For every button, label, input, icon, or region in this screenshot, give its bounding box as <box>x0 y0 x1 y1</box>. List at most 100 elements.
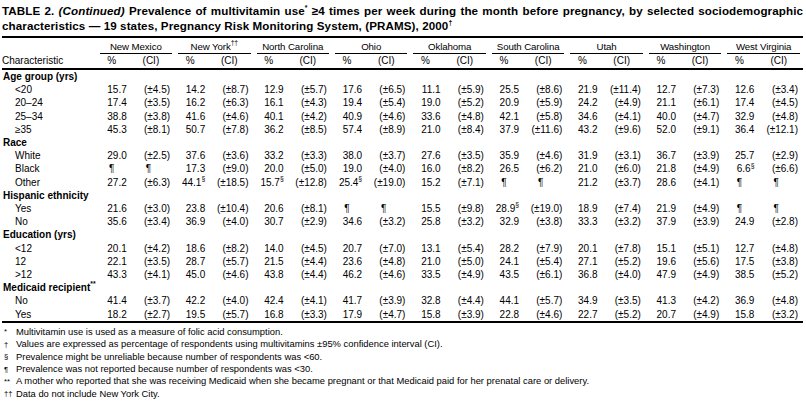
section-header-row: Hispanic ethnicity <box>2 189 803 202</box>
value-percent: 21.8 <box>646 162 676 175</box>
table-row: Other27.2(±6.3)44.1§(±18.5)15.7§(±12.8)2… <box>2 176 803 189</box>
value-percent: 18.2 <box>97 308 127 322</box>
footnote: †Values are expressed as percentage of r… <box>2 338 803 350</box>
value-ci: (±8.7) <box>205 83 253 96</box>
value-percent: 17.9 <box>332 308 362 322</box>
value-percent: 43.8 <box>254 268 284 281</box>
value-ci: (±2.5) <box>127 149 175 162</box>
value-percent: 45.0 <box>175 268 205 281</box>
value-ci: ¶ <box>362 202 410 215</box>
ci-column-header: (CI) <box>676 54 724 69</box>
value-percent: 15.8 <box>724 308 754 322</box>
value-ci: (±12.1) <box>754 123 803 136</box>
table-title: TABLE 2. (Continued) Prevalence of multi… <box>2 3 803 38</box>
value-ci: (±4.5) <box>284 242 332 255</box>
value-percent: 57.4 <box>332 123 362 136</box>
value-percent: 36.2 <box>254 123 284 136</box>
row-label: >12 <box>2 268 97 281</box>
value-ci: (±4.1) <box>598 110 646 123</box>
ci-column-header: (CI) <box>598 54 646 69</box>
value-ci: (±5.9) <box>519 96 567 109</box>
state-header-row: New MexicoNew York††North CarolinaOhioOk… <box>2 38 803 54</box>
row-label: Black <box>2 162 97 175</box>
value-percent: 46.2 <box>332 268 362 281</box>
section-header: Hispanic ethnicity <box>2 189 803 202</box>
column-group-north-carolina: North Carolina <box>254 38 332 54</box>
footnote: **A mother who reported that she was rec… <box>2 375 803 387</box>
value-percent: 38.0 <box>332 149 362 162</box>
value-ci: (±3.8) <box>127 110 175 123</box>
row-label: ≥35 <box>2 123 97 136</box>
value-percent: ¶ <box>97 162 127 175</box>
value-ci: (±4.9) <box>676 308 724 322</box>
percent-column-header: % <box>97 54 127 69</box>
column-group-washington: Washington <box>646 38 724 54</box>
value-percent: 17.4 <box>724 96 754 109</box>
value-percent: 23.6 <box>332 255 362 268</box>
value-ci: (±4.9) <box>676 162 724 175</box>
value-percent: 34.6 <box>567 110 597 123</box>
section-header-row: Age group (yrs) <box>2 69 803 83</box>
row-label: No <box>2 215 97 228</box>
footnote-marker: ¶ <box>2 364 16 376</box>
value-ci: (±3.6) <box>205 149 253 162</box>
row-label: Other <box>2 176 97 189</box>
row-label: White <box>2 149 97 162</box>
table-row: 1222.1(±3.5)28.7(±5.7)21.5(±4.4)23.6(±4.… <box>2 255 803 268</box>
value-ci: (±7.8) <box>598 242 646 255</box>
value-ci: (±8.2) <box>205 242 253 255</box>
value-percent: 20.1 <box>567 242 597 255</box>
value-percent: 42.1 <box>489 110 519 123</box>
footnote: §Prevalence might be unreliable because … <box>2 351 803 363</box>
value-percent: 22.7 <box>567 308 597 322</box>
value-ci: (±4.2) <box>127 242 175 255</box>
column-group-label: New York†† <box>178 41 250 54</box>
column-group-oklahoma: Oklahoma <box>410 38 488 54</box>
section-header: Medicaid recipient** <box>2 281 803 294</box>
value-ci: (±5.2) <box>598 255 646 268</box>
value-ci: (±7.4) <box>598 202 646 215</box>
value-ci: (±8.9) <box>362 123 410 136</box>
footnote-text: Data do not include New York City. <box>16 388 803 400</box>
value-ci: (±3.5) <box>127 255 175 268</box>
value-percent: 42.4 <box>254 294 284 307</box>
value-ci: (±5.4) <box>441 242 489 255</box>
footnote-marker: * <box>2 326 16 338</box>
value-ci: (±3.7) <box>127 294 175 307</box>
row-label: 12 <box>2 255 97 268</box>
percent-column-header: % <box>567 54 597 69</box>
row-label: <20 <box>2 83 97 96</box>
value-percent: 25.4§ <box>332 176 362 189</box>
value-ci: (±6.0) <box>598 162 646 175</box>
value-percent: 37.9 <box>489 123 519 136</box>
column-group-label: Utah <box>570 41 642 54</box>
value-percent: 29.0 <box>97 149 127 162</box>
value-percent: 26.5 <box>489 162 519 175</box>
value-percent: 33.5 <box>410 268 440 281</box>
value-percent: 24.1 <box>489 255 519 268</box>
value-percent: 16.1 <box>254 96 284 109</box>
table-row: 25–3438.8(±3.8)41.6(±4.6)40.1(±4.2)40.9(… <box>2 110 803 123</box>
column-group-label: North Carolina <box>257 41 329 54</box>
value-percent: 31.9 <box>567 149 597 162</box>
value-ci: (±4.5) <box>127 83 175 96</box>
row-label: 20–24 <box>2 96 97 109</box>
value-percent: 21.0 <box>410 123 440 136</box>
value-ci: (±8.5) <box>284 123 332 136</box>
value-ci: (±6.3) <box>205 96 253 109</box>
value-percent: 21.6 <box>97 202 127 215</box>
value-percent: 43.5 <box>489 268 519 281</box>
value-ci: (±3.4) <box>127 215 175 228</box>
value-ci: (±3.2) <box>598 215 646 228</box>
row-label: <12 <box>2 242 97 255</box>
value-ci: (±5.7) <box>205 255 253 268</box>
value-ci: (±4.0) <box>205 294 253 307</box>
value-ci: (±4.9) <box>676 268 724 281</box>
value-percent: 19.0 <box>332 162 362 175</box>
value-percent: 27.1 <box>567 255 597 268</box>
column-group-label: Oklahoma <box>413 41 485 54</box>
section-header: Education (yrs) <box>2 228 803 241</box>
value-ci: (±4.7) <box>362 308 410 322</box>
value-ci: (±6.1) <box>676 96 724 109</box>
column-group-new-york: New York†† <box>175 38 253 54</box>
